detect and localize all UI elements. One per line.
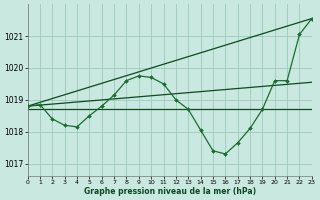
X-axis label: Graphe pression niveau de la mer (hPa): Graphe pression niveau de la mer (hPa) — [84, 187, 256, 196]
